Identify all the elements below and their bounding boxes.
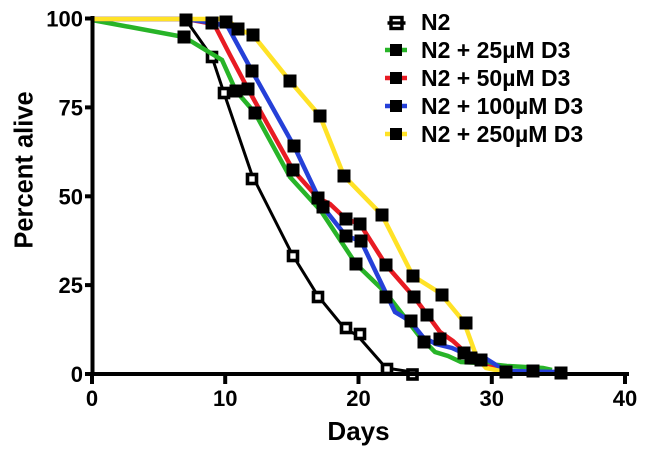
svg-text:0: 0	[71, 362, 83, 387]
svg-text:0: 0	[86, 386, 98, 411]
svg-text:100: 100	[46, 7, 83, 32]
svg-text:Days: Days	[327, 416, 389, 446]
svg-text:N2 + 100µM D3: N2 + 100µM D3	[421, 93, 583, 119]
svg-text:Percent alive: Percent alive	[11, 91, 39, 248]
svg-text:75: 75	[59, 95, 83, 120]
svg-text:30: 30	[480, 386, 504, 411]
svg-text:10: 10	[213, 386, 237, 411]
svg-text:20: 20	[346, 386, 370, 411]
svg-text:N2 + 25µM D3: N2 + 25µM D3	[421, 37, 570, 63]
svg-text:40: 40	[613, 386, 637, 411]
svg-text:25: 25	[59, 273, 83, 298]
svg-text:N2 + 50µM D3: N2 + 50µM D3	[421, 65, 570, 91]
svg-text:50: 50	[59, 184, 83, 209]
svg-text:N2 + 250µM D3: N2 + 250µM D3	[421, 121, 583, 147]
svg-text:N2: N2	[421, 9, 450, 35]
